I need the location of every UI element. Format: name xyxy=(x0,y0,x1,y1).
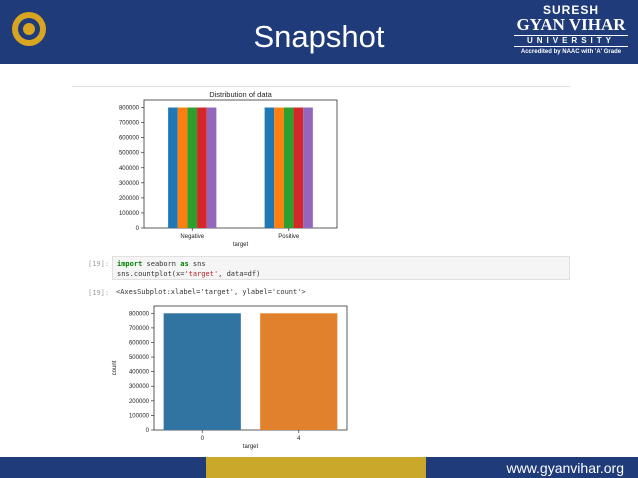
y-tick-label: 200000 xyxy=(119,196,140,202)
bar xyxy=(260,313,338,430)
output-prompt: [19]: xyxy=(88,289,110,297)
brand-line-1: SURESH xyxy=(542,3,599,17)
y-tick-label: 800000 xyxy=(119,106,140,112)
cell-divider xyxy=(72,86,570,87)
chart-title: Distribution of data xyxy=(209,90,272,99)
x-axis-label: target xyxy=(243,444,259,450)
university-emblem-icon xyxy=(12,12,46,46)
code-text: seaborn xyxy=(142,260,181,268)
y-tick-label: 600000 xyxy=(129,340,150,346)
x-tick-label: 4 xyxy=(297,436,301,442)
code-text: , data=df) xyxy=(218,270,261,278)
bar xyxy=(283,107,294,228)
university-brand-logo: SURESH GYAN VIHAR UNIVERSITY Accredited … xyxy=(510,4,632,62)
plot-frame xyxy=(153,305,348,431)
bar xyxy=(206,107,217,228)
y-tick-label: 500000 xyxy=(119,151,140,157)
bar xyxy=(274,107,284,228)
y-tick-label: 0 xyxy=(146,428,150,434)
y-tick-label: 700000 xyxy=(119,121,140,127)
bar xyxy=(177,107,188,228)
code-text: sns.countplot(x= xyxy=(117,270,185,278)
input-prompt: [19]: xyxy=(88,260,110,268)
y-tick-label: 500000 xyxy=(129,355,150,361)
bar xyxy=(197,107,207,228)
brand-accreditation: Accredited by NAAC with 'A' Grade xyxy=(520,49,622,55)
bar xyxy=(168,107,178,228)
footer-website: www.gyanvihar.org xyxy=(506,460,624,476)
slide-title: Snapshot xyxy=(253,19,385,54)
footer-bar-middle xyxy=(206,457,426,478)
bar xyxy=(303,107,313,228)
y-tick-label: 600000 xyxy=(119,136,140,142)
y-tick-label: 100000 xyxy=(119,211,140,217)
code-line-1: import seaborn as sns xyxy=(117,259,565,269)
y-tick-label: 300000 xyxy=(129,384,150,390)
brand-line-3: UNIVERSITY xyxy=(514,35,628,47)
countplot-chart: 0 100000 200000 300000 400000 500000 600000 700… xyxy=(112,305,348,450)
code-keyword: import xyxy=(117,260,143,268)
y-tick-label: 400000 xyxy=(119,166,140,172)
code-string: 'target' xyxy=(184,270,219,278)
y-tick-label: 800000 xyxy=(129,311,150,317)
y-tick-label: 200000 xyxy=(129,399,150,405)
bar xyxy=(293,107,304,228)
slide-header: Snapshot SURESH GYAN VIHAR UNIVERSITY Ac… xyxy=(0,0,638,64)
y-axis-label: count xyxy=(112,360,118,375)
x-axis-label: target xyxy=(233,242,249,248)
code-line-2: sns.countplot(x='target', data=df) xyxy=(117,269,565,279)
bar xyxy=(187,107,198,228)
y-tick-label: 100000 xyxy=(129,413,150,419)
y-tick-label: 0 xyxy=(136,226,140,232)
x-tick-label: Positive xyxy=(278,234,300,240)
x-tick-label: Negative xyxy=(180,234,204,240)
y-tick-label: 300000 xyxy=(119,181,140,187)
bar xyxy=(264,107,275,228)
code-keyword: as xyxy=(180,260,189,268)
y-tick-label: 700000 xyxy=(129,326,150,332)
code-cell[interactable]: import seaborn as sns sns.countplot(x='t… xyxy=(112,256,570,280)
brand-line-2: GYAN VIHAR xyxy=(516,15,626,34)
footer-bar-right xyxy=(426,457,638,478)
bar xyxy=(163,313,241,430)
notebook-screenshot: Distribution of data 0 100000 200000 300000 4… xyxy=(72,86,570,456)
y-tick-label: 400000 xyxy=(129,370,150,376)
distribution-chart: Distribution of data 0 100000 200000 300000 4… xyxy=(119,90,338,248)
footer-bar-left xyxy=(0,457,206,478)
output-text: <AxesSubplot:xlabel='target', ylabel='co… xyxy=(116,288,306,296)
code-text: sns xyxy=(188,260,206,268)
plot-frame xyxy=(143,99,338,229)
x-tick-label: 0 xyxy=(201,436,205,442)
